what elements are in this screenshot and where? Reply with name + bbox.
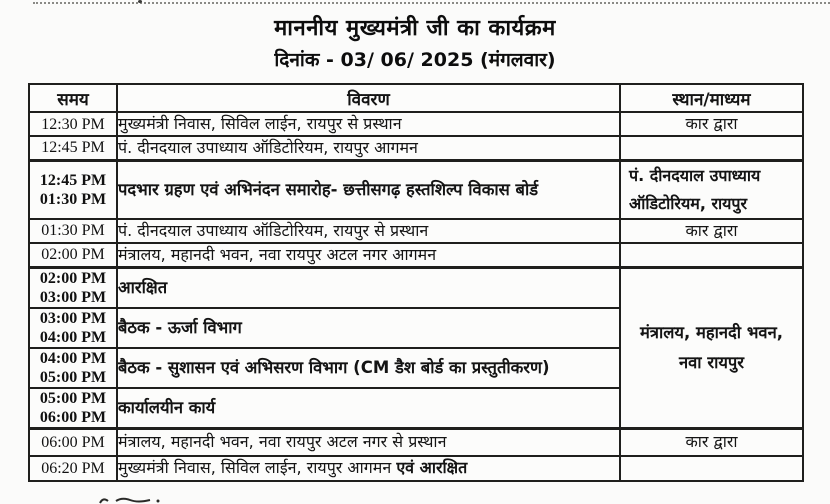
time-start: 05:00 PM	[39, 390, 107, 407]
time-end: 01:30 PM	[39, 190, 107, 208]
header-description: विवरण	[116, 83, 621, 113]
description-cell: पं. दीनदयाल उपाध्याय ऑडिटोरियम, रायपुर आ…	[116, 135, 621, 161]
time-cell: 12:45 PM	[28, 135, 118, 161]
location-cell-empty	[619, 241, 804, 269]
time-cell: 01:30 PM	[28, 217, 118, 244]
time-range-cell: 12:45 PM 01:30 PM	[28, 158, 118, 220]
time-start: 12:45 PM	[39, 171, 107, 189]
table-row: 02:00 PM मंत्रालय, महानदी भवन, नवा रायपु…	[28, 241, 804, 269]
description-cell: बैठक - सुशासन एवं अभिसरण विभाग (CM डैश ब…	[116, 347, 621, 389]
schedule-table: समय विवरण स्थान/माध्यम 12:30 PM मुख्यमंत…	[28, 83, 804, 482]
location-cell: पं. दीनदयाल उपाध्याय ऑडिटोरियम, रायपुर	[619, 158, 804, 220]
merged-location-cell: मंत्रालय, महानदी भवन, नवा रायपुर	[619, 266, 804, 430]
time-range-cell: 05:00 PM 06:00 PM	[28, 387, 118, 430]
time-end: 03:00 PM	[39, 289, 107, 306]
description-cell: पदभार ग्रहण एवं अभिनंदन समारोह- छत्तीसगढ…	[116, 158, 621, 220]
table-row: 05:00 PM 06:00 PM कार्यालयीन कार्य	[28, 387, 803, 430]
time-range-cell: 03:00 PM 04:00 PM	[28, 307, 118, 349]
time-range-cell: 02:00 PM 03:00 PM	[28, 266, 118, 309]
description-cell: बैठक - ऊर्जा विभाग	[116, 307, 621, 349]
cut-off-text-fragment	[99, 497, 160, 504]
table-row: 02:00 PM 03:00 PM आरक्षित मंत्रालय, महान…	[28, 266, 804, 430]
time-range-cell: 04:00 PM 05:00 PM	[28, 347, 118, 389]
location-line2: ऑडिटोरियम, रायपुर	[629, 193, 748, 213]
time-start: 04:00 PM	[39, 350, 107, 367]
description-cell: मंत्रालय, महानदी भवन, नवा रायपुर अटल नगर…	[116, 427, 621, 457]
table-row: 06:20 PM मुख्यमंत्री निवास, सिविल लाईन, …	[28, 454, 804, 482]
description-cell: मंत्रालय, महानदी भवन, नवा रायपुर अटल नगर…	[116, 241, 621, 269]
time-end: 04:00 PM	[39, 329, 107, 346]
description-bold-text: एवं आरक्षित	[396, 458, 468, 477]
description-cell: पं. दीनदयाल उपाध्याय ऑडिटोरियम, रायपुर स…	[116, 217, 621, 244]
time-cell: 06:20 PM	[28, 454, 118, 482]
page-title: माननीय मुख्यमंत्री जी का कार्यक्रम	[274, 16, 556, 41]
location-line1: पं. दीनदयाल उपाध्याय	[629, 165, 761, 185]
table-row: 12:30 PM मुख्यमंत्री निवास, सिविल लाईन, …	[28, 111, 804, 137]
table-row: 12:45 PM 01:30 PM पदभार ग्रहण एवं अभिनंद…	[28, 158, 804, 220]
time-cell: 06:00 PM	[28, 427, 118, 457]
location-cell-empty	[619, 454, 804, 482]
location-cell-empty	[619, 135, 804, 161]
description-cell: मुख्यमंत्री निवास, सिविल लाईन, रायपुर से…	[116, 111, 621, 137]
description-text: मुख्यमंत्री निवास, सिविल लाईन, रायपुर आग…	[118, 458, 397, 477]
time-end: 06:00 PM	[39, 409, 107, 426]
location-cell: कार द्वारा	[619, 217, 804, 244]
location-cell: कार द्वारा	[619, 427, 804, 457]
time-start: 03:00 PM	[39, 310, 107, 327]
time-cell: 12:30 PM	[28, 111, 118, 137]
header-location: स्थान/माध्यम	[619, 83, 804, 113]
table-row: 12:45 PM पं. दीनदयाल उपाध्याय ऑडिटोरियम,…	[28, 135, 804, 161]
table-row: 06:00 PM मंत्रालय, महानदी भवन, नवा रायपु…	[28, 427, 804, 457]
scan-artifact-dot	[138, 0, 142, 3]
table-row: 03:00 PM 04:00 PM बैठक - ऊर्जा विभाग	[28, 307, 803, 349]
time-cell: 02:00 PM	[28, 241, 118, 269]
date-line: दिनांक - 03/ 06/ 2025 (मंगलवार)	[274, 49, 556, 71]
time-end: 05:00 PM	[39, 369, 107, 386]
merged-location-line1: मंत्रालय, महानदी भवन,	[639, 323, 784, 342]
table-row: 04:00 PM 05:00 PM बैठक - सुशासन एवं अभिस…	[28, 347, 803, 389]
location-cell: कार द्वारा	[619, 111, 804, 137]
table-row: 01:30 PM पं. दीनदयाल उपाध्याय ऑडिटोरियम,…	[28, 217, 804, 244]
description-cell: मुख्यमंत्री निवास, सिविल लाईन, रायपुर आग…	[116, 454, 621, 482]
top-perforation-line	[33, 2, 830, 4]
merged-location-line2: नवा रायपुर	[678, 353, 745, 372]
time-start: 02:00 PM	[39, 270, 107, 287]
description-cell: आरक्षित	[116, 266, 621, 309]
description-cell: कार्यालयीन कार्य	[116, 387, 621, 430]
table-header-row: समय विवरण स्थान/माध्यम	[28, 83, 804, 113]
header-time: समय	[28, 83, 118, 113]
